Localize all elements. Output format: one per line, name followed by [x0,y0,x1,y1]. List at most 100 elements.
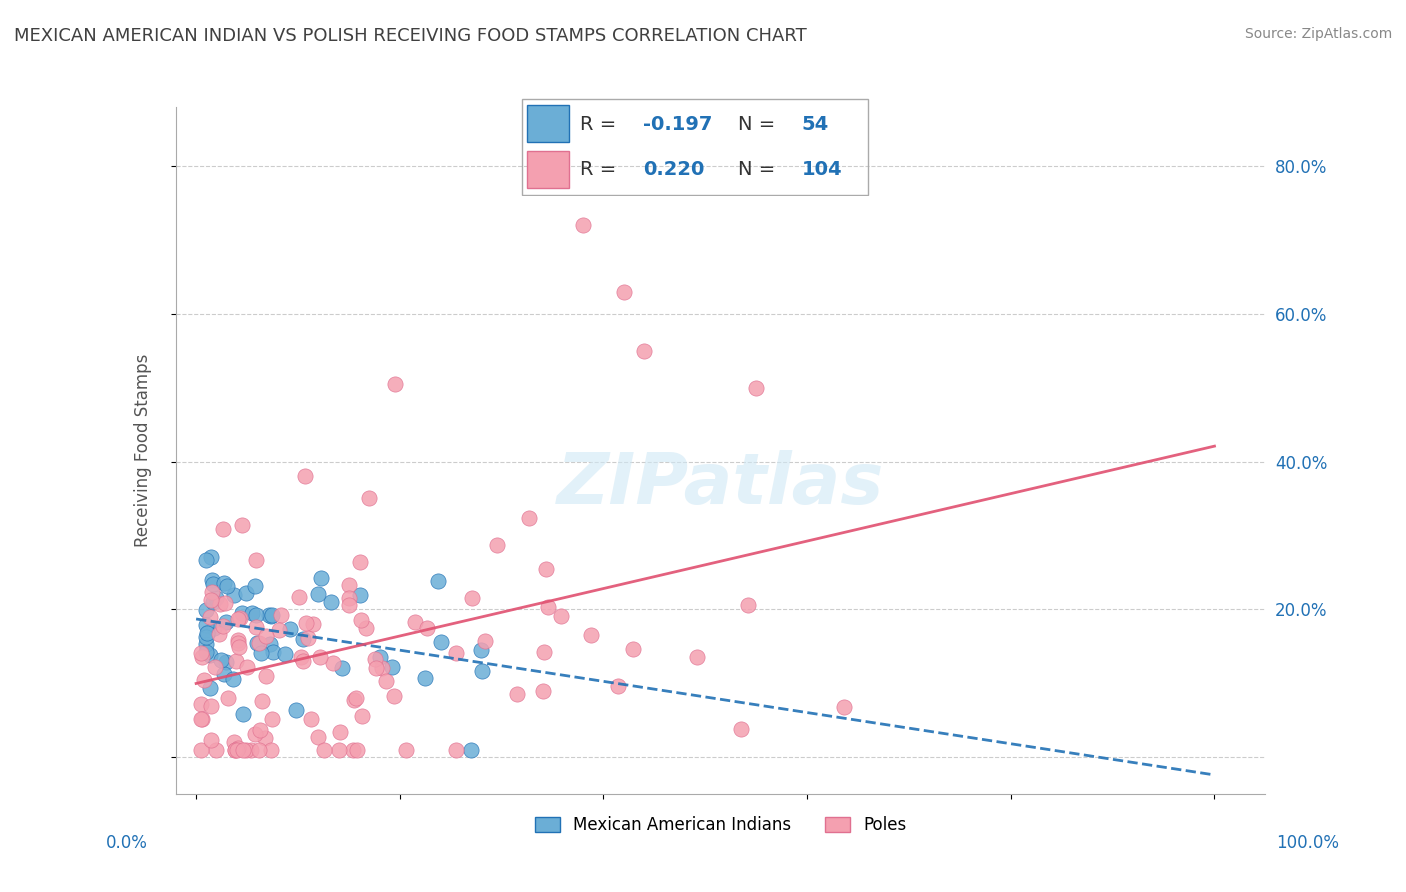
Text: -0.197: -0.197 [644,115,713,134]
Poles [229,611,252,625]
Mexican American Indians [222,672,245,686]
Poles [201,585,224,599]
Poles [270,608,292,623]
FancyBboxPatch shape [527,105,569,142]
Poles [224,742,246,756]
Mexican American Indians [197,625,219,640]
Poles [224,742,246,756]
Text: 0.220: 0.220 [644,161,704,179]
Text: 104: 104 [801,161,842,179]
Text: MEXICAN AMERICAN INDIAN VS POLISH RECEIVING FOOD STAMPS CORRELATION CHART: MEXICAN AMERICAN INDIAN VS POLISH RECEIV… [14,27,807,45]
Mexican American Indians [195,552,218,566]
Poles [322,656,344,670]
Poles [249,723,271,738]
Poles [416,621,439,635]
Poles [314,742,336,756]
Poles [193,673,215,687]
Poles [613,285,636,299]
Poles [245,619,267,633]
Poles [633,343,655,358]
Poles [191,712,214,726]
Mexican American Indians [243,578,266,592]
Mexican American Indians [262,608,284,623]
Poles [550,608,572,623]
Poles [247,742,270,756]
Poles [337,598,360,612]
Poles [474,634,496,648]
Poles [208,597,231,611]
Poles [226,636,249,650]
Poles [534,562,557,576]
Mexican American Indians [212,576,235,591]
Poles [254,731,277,745]
Poles [236,659,259,673]
Poles [190,646,212,660]
Poles [350,613,373,627]
Mexican American Indians [232,707,254,722]
Poles [214,596,236,610]
Poles [204,660,226,674]
Poles [745,381,768,395]
Poles [231,518,253,533]
Mexican American Indians [260,609,283,624]
Mexican American Indians [262,645,284,659]
Poles [364,661,387,675]
Poles [235,742,257,756]
Mexican American Indians [460,742,482,756]
Poles [686,650,709,665]
Mexican American Indians [198,648,221,663]
Text: 100.0%: 100.0% [1277,834,1339,852]
Mexican American Indians [198,681,221,696]
Poles [382,689,405,703]
Mexican American Indians [245,607,267,622]
Mexican American Indians [273,647,295,661]
Text: R =: R = [581,161,623,179]
Mexican American Indians [307,587,329,601]
Poles [356,621,378,635]
Poles [352,709,374,723]
Mexican American Indians [200,550,222,565]
Poles [260,742,283,756]
Mexican American Indians [202,621,225,635]
Mexican American Indians [470,643,492,657]
Poles [299,712,322,726]
Poles [384,376,406,391]
Poles [342,742,364,756]
Poles [337,578,360,592]
Poles [533,683,555,698]
Mexican American Indians [278,622,301,636]
Poles [245,727,267,741]
Poles [212,522,235,536]
Poles [200,733,222,747]
FancyBboxPatch shape [527,151,569,188]
Mexican American Indians [195,637,218,651]
Text: N =: N = [738,161,782,179]
Mexican American Indians [195,626,218,640]
Text: Source: ZipAtlas.com: Source: ZipAtlas.com [1244,27,1392,41]
Poles [737,598,759,612]
Poles [245,553,267,567]
Poles [190,713,212,727]
Mexican American Indians [195,630,218,644]
Mexican American Indians [259,637,281,651]
Poles [208,626,231,640]
Poles [288,590,311,604]
Mexican American Indians [249,646,271,660]
Poles [623,642,645,657]
Poles [446,646,468,660]
Poles [307,731,329,745]
Poles [404,615,426,629]
Poles [460,591,482,605]
Poles [239,742,262,756]
Legend: Mexican American Indians, Poles: Mexican American Indians, Poles [529,809,912,840]
Mexican American Indians [214,666,236,681]
Poles [294,469,316,483]
Poles [309,650,332,665]
Text: 0.0%: 0.0% [105,834,148,852]
Poles [294,615,316,630]
Text: ZIPatlas: ZIPatlas [557,450,884,519]
Mexican American Indians [201,577,224,591]
Poles [486,537,509,551]
Poles [834,700,856,714]
Mexican American Indians [292,632,315,647]
